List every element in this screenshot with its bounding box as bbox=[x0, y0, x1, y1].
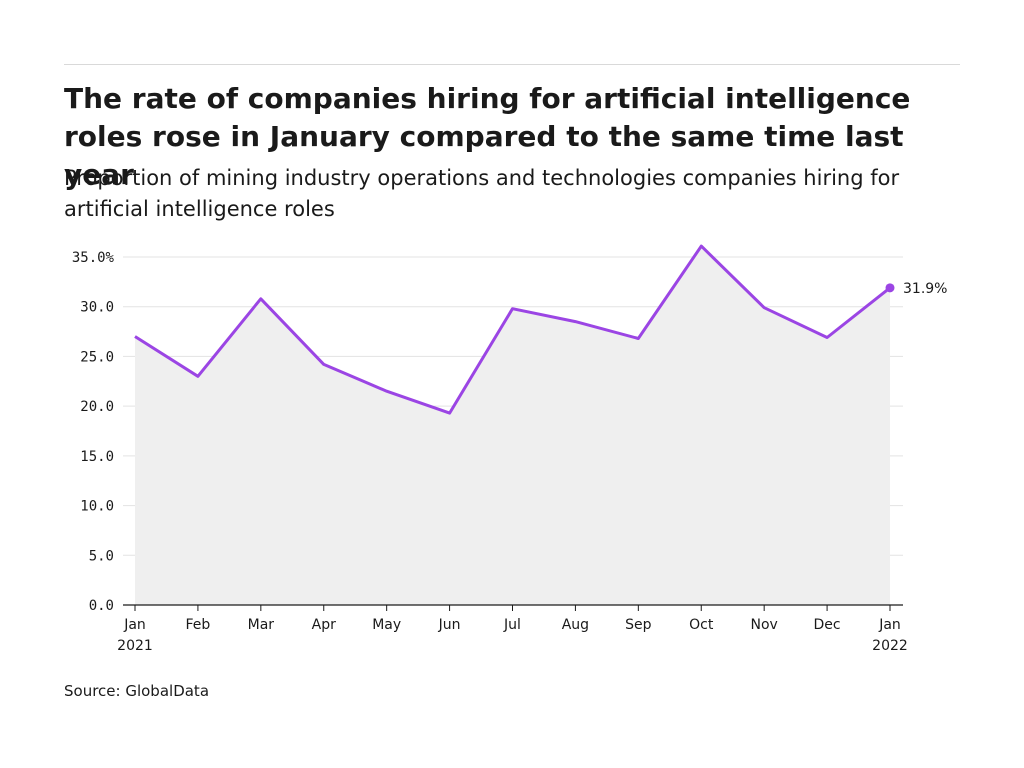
chart-title: The rate of companies hiring for artific… bbox=[64, 82, 911, 191]
y-tick-label: 35.0% bbox=[72, 250, 115, 266]
x-tick-label: Nov bbox=[751, 617, 778, 633]
y-tick-label: 30.0 bbox=[80, 300, 114, 316]
end-value-label: 31.9% bbox=[903, 281, 947, 297]
y-tick-label: 5.0 bbox=[89, 548, 114, 564]
y-tick-label: 20.0 bbox=[80, 399, 114, 415]
y-tick-label: 25.0 bbox=[80, 349, 114, 365]
y-tick-label: 0.0 bbox=[89, 598, 114, 614]
x-tick-label: Jun bbox=[438, 617, 461, 633]
x-tick-label: 2021 bbox=[117, 638, 153, 654]
y-tick-label: 15.0 bbox=[80, 449, 114, 465]
x-tick-label: May bbox=[372, 617, 401, 633]
end-point-marker bbox=[885, 283, 895, 293]
chart-subtitle: Proportion of mining industry operations… bbox=[64, 166, 900, 221]
x-tick-label: 2022 bbox=[872, 638, 908, 654]
x-tick-label: Jul bbox=[503, 617, 521, 633]
markers: 31.9% bbox=[885, 281, 947, 297]
y-tick-label: 10.0 bbox=[80, 499, 114, 515]
x-tick-label: Oct bbox=[689, 617, 714, 633]
x-tick-label: Dec bbox=[814, 617, 841, 633]
x-tick-label: Apr bbox=[312, 617, 336, 633]
x-axis-ticks: Jan 2021 Feb Mar Apr May Jun Jul Aug Sep Oct Nov Dec… bbox=[117, 605, 908, 654]
area-fill bbox=[135, 246, 890, 605]
x-tick-label: Jan bbox=[123, 617, 146, 633]
x-tick-label: Sep bbox=[625, 617, 652, 633]
series-line bbox=[134, 244, 891, 415]
y-axis-ticks: 0.0 5.0 10.0 15.0 20.0 25.0 30.0 35.0% bbox=[72, 250, 115, 614]
x-tick-label: Feb bbox=[186, 617, 211, 633]
x-tick-label: Aug bbox=[562, 617, 589, 633]
top-rule bbox=[64, 64, 960, 65]
x-tick-label: Jan bbox=[878, 617, 901, 633]
x-tick-label: Mar bbox=[248, 617, 275, 633]
source-note: Source: GlobalData bbox=[64, 682, 210, 700]
